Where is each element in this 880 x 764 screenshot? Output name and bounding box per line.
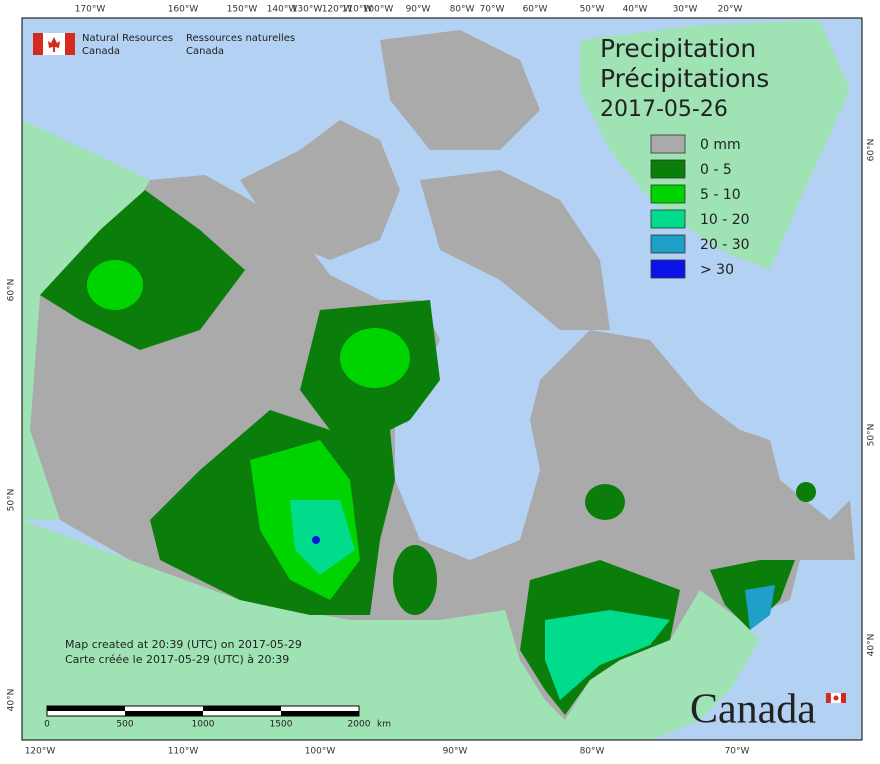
agency-fr: Ressources naturelles (186, 33, 295, 44)
longitude-label: 100°W (363, 5, 394, 15)
legend-label: > 30 (700, 262, 734, 278)
scale-label: 1000 (192, 720, 215, 730)
longitude-label: 60°W (523, 5, 548, 15)
agency-en: Natural Resources (82, 33, 173, 44)
agency-en: Canada (82, 46, 120, 57)
precip-10-20 (290, 500, 355, 575)
legend-swatch (650, 234, 686, 254)
longitude-label: 160°W (168, 5, 199, 15)
longitude-label: 30°W (673, 5, 698, 15)
latitude-label: 50°N (867, 424, 877, 447)
legend-label: 0 - 5 (700, 162, 732, 178)
precip-20-30 (745, 585, 775, 630)
longitude-label: 90°W (406, 5, 431, 15)
longitude-label: 50°W (580, 5, 605, 15)
legend-label: 0 mm (700, 137, 741, 153)
longitude-label: 110°W (168, 747, 199, 757)
longitude-label: 170°W (75, 5, 106, 15)
title: Précipitations (600, 64, 769, 93)
longitude-label: 90°W (443, 747, 468, 757)
alaska-north (22, 120, 150, 300)
longitude-label: 140°W (267, 5, 298, 15)
date: 2017-05-26 (600, 97, 728, 122)
latitude-label: 50°N (7, 489, 17, 512)
alaska (22, 295, 60, 520)
longitude-label: 110°W (342, 5, 373, 15)
longitude-label: 70°W (480, 5, 505, 15)
longitude-label: 130°W (292, 5, 323, 15)
wordmark-flag (826, 692, 846, 704)
latitude-label: 60°N (867, 139, 877, 162)
legend-swatch (650, 209, 686, 229)
precip-30 (312, 536, 320, 544)
longitude-label: 40°W (623, 5, 648, 15)
scale-labels: 0 500 1000 1500 2000 km (44, 720, 391, 730)
legend-swatch (650, 259, 686, 279)
legend-label: 10 - 20 (700, 212, 750, 228)
precip-5-10 (340, 328, 410, 388)
scale-label: 1500 (270, 720, 293, 730)
legend-swatch (650, 134, 686, 154)
longitude-label: 120°W (322, 5, 353, 15)
scale-label: 2000 (348, 720, 371, 730)
legend-label: 20 - 30 (700, 237, 750, 253)
longitude-label: 100°W (305, 747, 336, 757)
longitude-label: 150°W (227, 5, 258, 15)
precip-0-5 (796, 482, 816, 502)
longitude-label: 70°W (725, 747, 750, 757)
precip-0-5 (40, 190, 245, 350)
scale-label: 500 (116, 720, 133, 730)
latitude-label: 40°N (7, 689, 17, 712)
precip-0-5 (585, 484, 625, 520)
greenland (580, 20, 850, 270)
ellesmere-island (380, 30, 540, 150)
nrcan-flag (33, 33, 75, 55)
scale-label: 0 (44, 720, 50, 730)
agency-fr: Canada (186, 46, 224, 57)
precip-0-5 (393, 545, 437, 615)
latitude-label: 40°N (867, 634, 877, 657)
map-frame (21, 17, 863, 741)
credit: Carte créée le 2017-05-29 (UTC) à 20:39 (65, 653, 289, 666)
latitude-label: 60°N (7, 279, 17, 302)
wordmark: Canada (690, 687, 816, 733)
legend: 0 mm 0 - 5 5 - 10 10 - 20 20 - 30 > 30 (650, 134, 750, 279)
legend-label: 5 - 10 (700, 187, 741, 203)
title: Precipitation (600, 34, 756, 63)
legend-swatch (650, 184, 686, 204)
scale-unit: km (377, 720, 391, 730)
hudson-bay (395, 420, 540, 560)
longitude-label: 80°W (580, 747, 605, 757)
legend-swatch (650, 159, 686, 179)
longitude-label: 120°W (25, 747, 56, 757)
precip-10-20 (545, 610, 670, 700)
precip-5-10 (87, 260, 143, 310)
baffin-island (420, 170, 610, 330)
credit: Map created at 20:39 (UTC) on 2017-05-29 (65, 638, 302, 651)
longitude-label: 80°W (450, 5, 475, 15)
longitude-label: 20°W (718, 5, 743, 15)
arctic-island (240, 120, 400, 260)
usa (22, 520, 760, 740)
scale-bar (46, 705, 360, 717)
